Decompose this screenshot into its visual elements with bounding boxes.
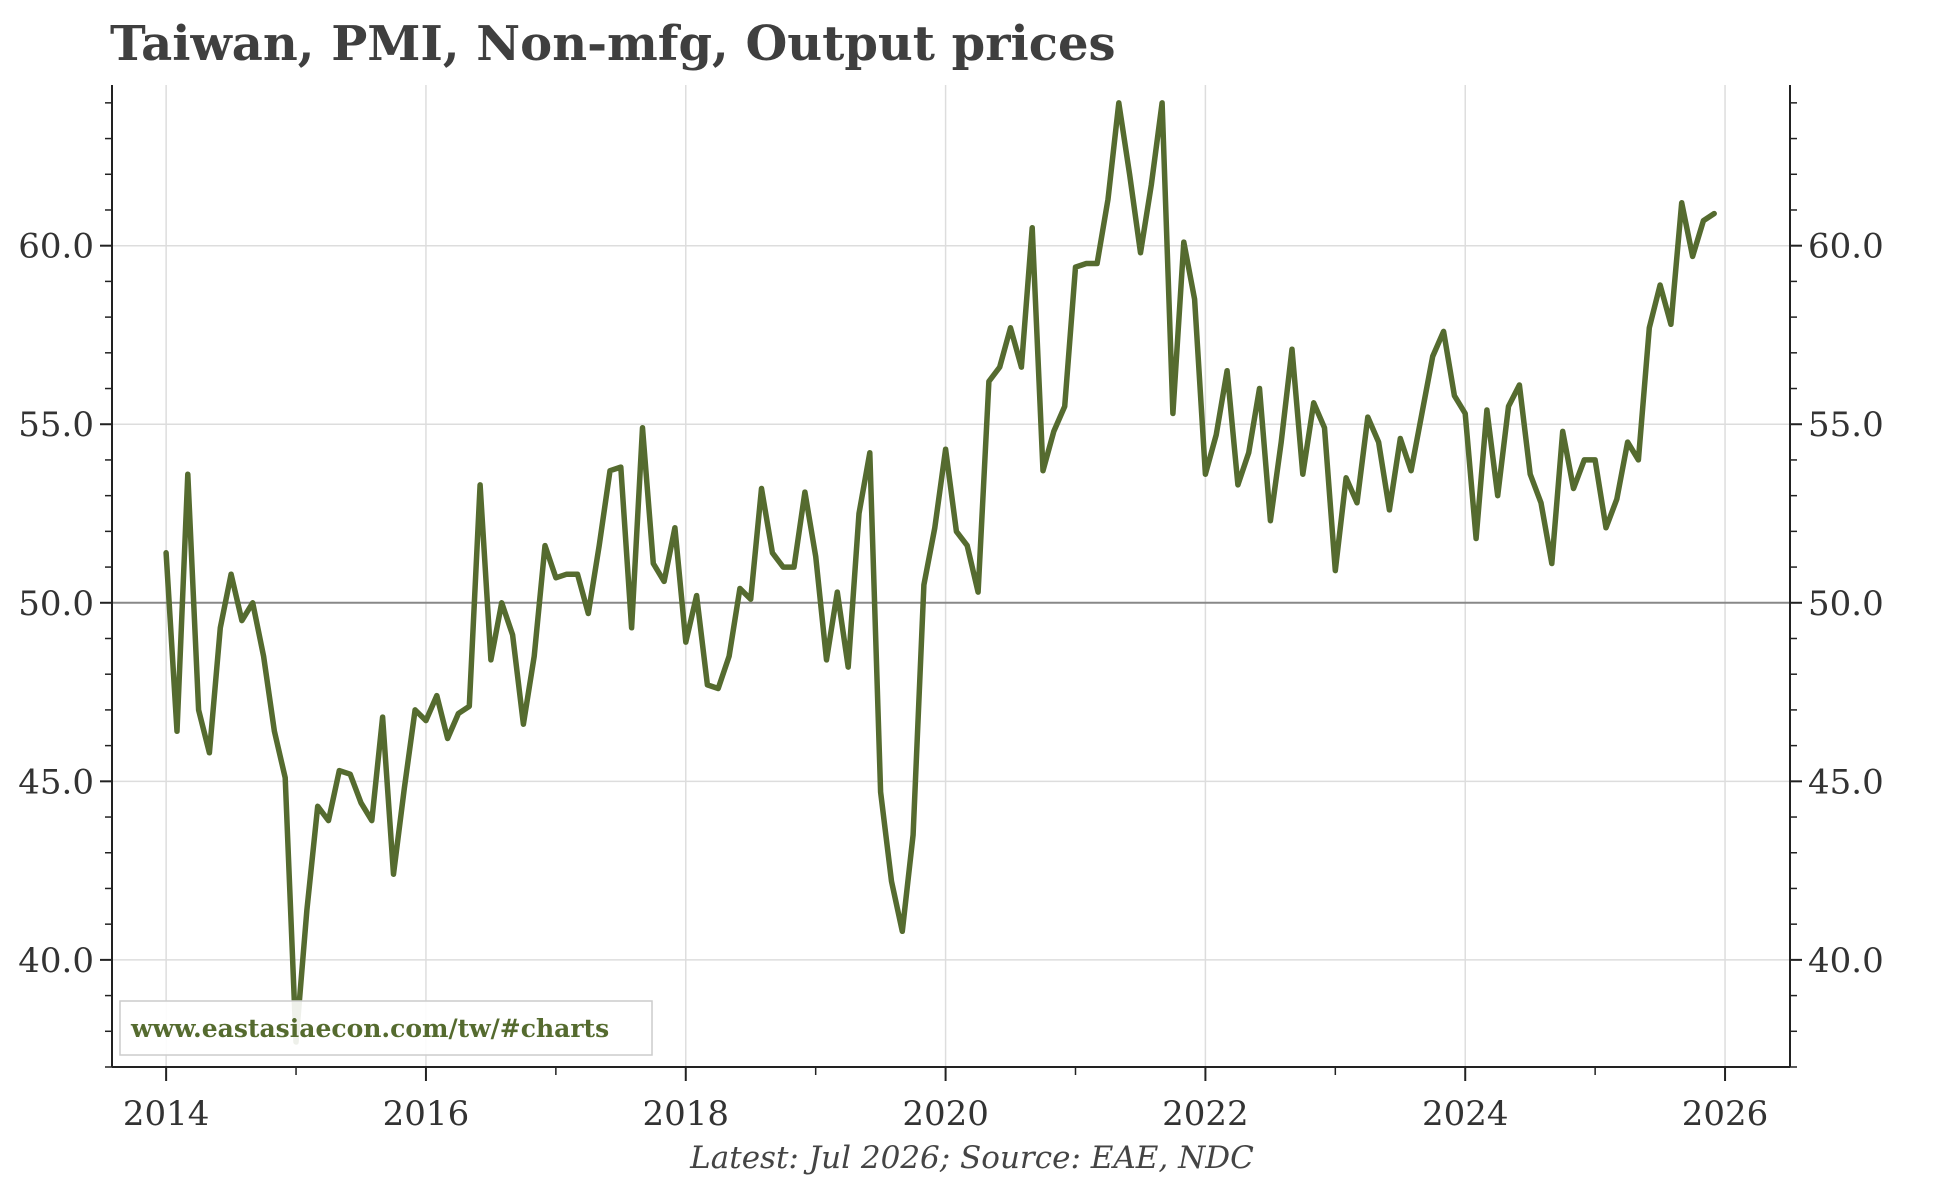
watermark-box: www.eastasiaecon.com/tw/#charts (119, 1000, 653, 1056)
x-tick-label-2016: 2016 (383, 1094, 470, 1134)
x-tick-label-2018: 2018 (643, 1094, 730, 1134)
y-right-tick-label-40.0: 40.0 (1808, 941, 1884, 981)
tick-marks (100, 102, 1802, 1081)
watermark-text: www.eastasiaecon.com/tw/#charts (130, 1014, 609, 1043)
y-left-tick-label-45.0: 45.0 (18, 762, 94, 802)
tick-labels: 2014 2016 2018 2020 2022 2024 2026 40.0 40.0 45.0… (18, 227, 1883, 1134)
y-right-tick-label-45.0: 45.0 (1808, 762, 1884, 802)
y-right-tick-label-55.0: 55.0 (1808, 405, 1884, 445)
grid-lines (112, 85, 1790, 1067)
y-left-tick-label-40.0: 40.0 (18, 941, 94, 981)
y-right-tick-label-50.0: 50.0 (1808, 584, 1884, 624)
y-left-tick-label-55.0: 55.0 (18, 405, 94, 445)
x-tick-label-2026: 2026 (1682, 1094, 1769, 1134)
watermark-background (119, 1000, 653, 1056)
x-tick-label-2020: 2020 (902, 1094, 989, 1134)
x-tick-label-2024: 2024 (1422, 1094, 1509, 1134)
series-line-output-prices (163, 100, 1717, 1045)
chart-title: Taiwan, PMI, Non-mfg, Output prices (110, 16, 1116, 72)
x-tick-label-2014: 2014 (123, 1094, 210, 1134)
source-note: Latest: Jul 2026; Source: EAE, NDC (689, 1140, 1254, 1176)
y-right-tick-label-60.0: 60.0 (1808, 227, 1884, 267)
y-left-tick-label-50.0: 50.0 (18, 584, 94, 624)
y-left-tick-label-60.0: 60.0 (18, 227, 94, 267)
x-tick-label-2022: 2022 (1162, 1094, 1249, 1134)
axes (111, 85, 1791, 1068)
